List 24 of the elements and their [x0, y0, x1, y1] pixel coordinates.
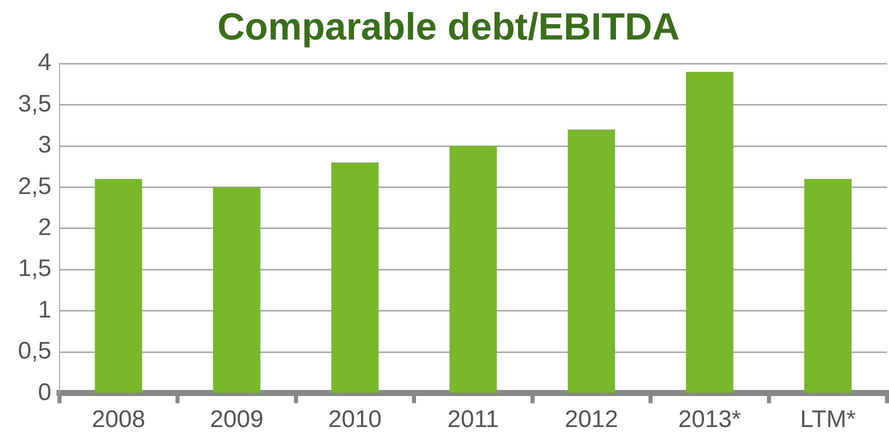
x-tick-label: 2012: [564, 406, 618, 434]
bar: [94, 178, 142, 392]
x-tick-label: 2008: [92, 406, 146, 434]
x-tick-label: 2013*: [678, 406, 742, 434]
x-tick-label: 2011: [447, 406, 499, 434]
y-tick-label: 3: [38, 132, 52, 159]
y-tick-label: 2: [38, 214, 52, 242]
y-tick-label: 1: [38, 296, 52, 324]
y-tick-label: 3,5: [18, 90, 52, 118]
x-tick-label: 2009: [210, 406, 264, 434]
bar: [686, 72, 734, 392]
bar: [568, 130, 616, 392]
y-tick-label: 4: [38, 49, 52, 76]
bar: [450, 146, 497, 392]
bar: [331, 162, 379, 392]
bar: [213, 187, 260, 392]
bar: [804, 178, 852, 392]
y-tick-label: 0: [38, 378, 52, 406]
y-tick-label: 0,5: [18, 338, 52, 365]
chart-title: Comparable debt/EBITDA: [217, 6, 680, 48]
x-tick-label: 2010: [328, 406, 382, 434]
y-tick-label: 1,5: [18, 255, 52, 282]
x-tick-label: LTM*: [800, 406, 856, 434]
y-tick-label: 2,5: [18, 172, 52, 200]
